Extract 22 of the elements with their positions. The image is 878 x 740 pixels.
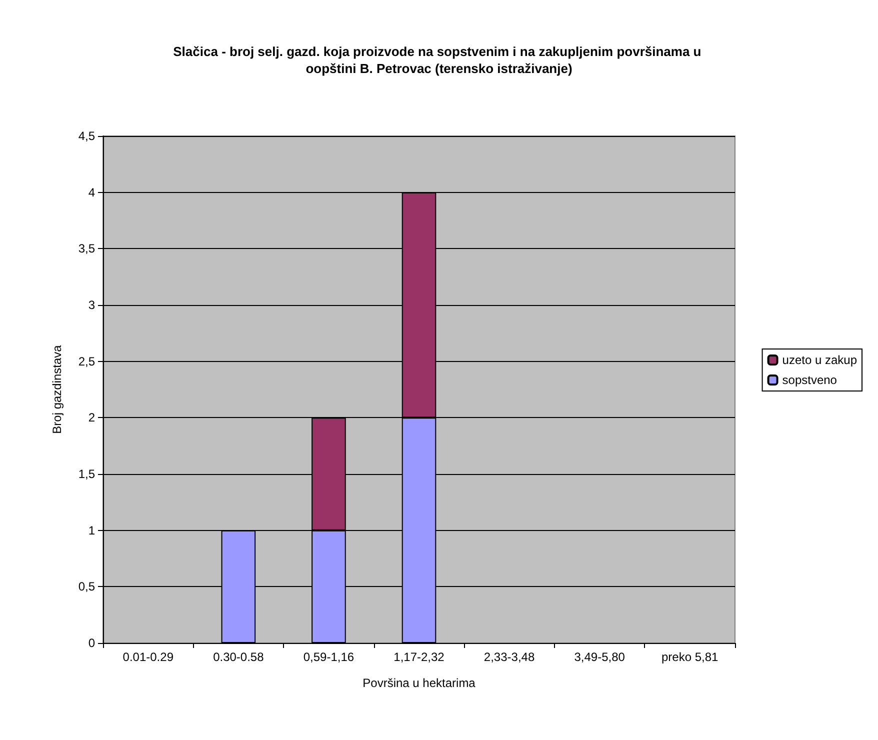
chart-title: Slačica - broj selj. gazd. koja proizvode na sopstvenim i na zakupljenim površinama u oopštini B. Petrovac (terensko istraživanje) xyxy=(173,44,705,76)
y-tick-label: 1 xyxy=(88,523,96,538)
y-axis-title: Broj gazdinstava xyxy=(50,344,64,434)
x-tick-label: 0,59-1,16 xyxy=(303,650,354,664)
x-tick-label: 1,17-2,32 xyxy=(394,650,445,664)
y-tick-label: 0 xyxy=(88,636,96,650)
y-tick-label: 0,5 xyxy=(78,580,96,594)
legend-label: sopstveno xyxy=(782,373,838,387)
x-tick-label: 0.01-0.29 xyxy=(122,650,174,664)
y-tick-label: 2,5 xyxy=(78,354,96,368)
x-axis-title: Površina u hektarima xyxy=(362,676,476,690)
y-tick-label: 2 xyxy=(88,410,96,425)
y-tick-label: 3,5 xyxy=(78,242,96,256)
y-tick-label: 3 xyxy=(88,298,96,312)
y-tick-label: 1,5 xyxy=(78,467,96,481)
x-tick-label: 3,49-5,80 xyxy=(574,650,626,664)
y-tick-label: 4 xyxy=(88,185,96,200)
legend-label: uzeto u zakup xyxy=(782,353,858,367)
y-tick-label: 4,5 xyxy=(78,129,96,143)
x-tick-label: 0.30-0.58 xyxy=(213,650,264,664)
x-tick-label: 2,33-3,48 xyxy=(484,650,535,664)
x-tick-label: preko 5,81 xyxy=(662,650,719,664)
